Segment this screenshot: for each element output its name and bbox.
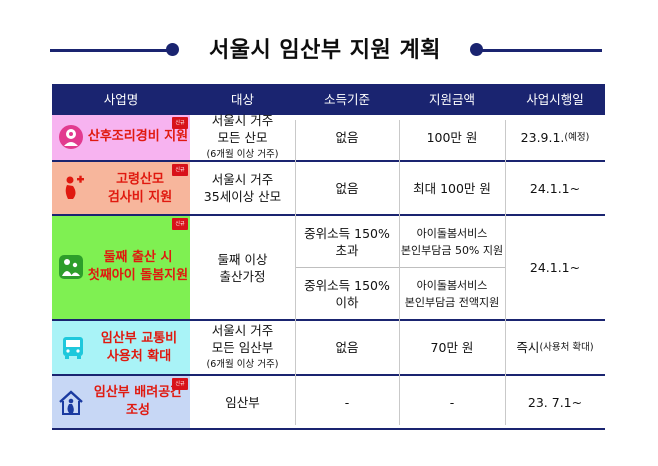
table-row-3b-income: 중위소득 150% 이하: [295, 268, 399, 319]
subrow-divider: [295, 267, 505, 268]
table-row-3a-income: 중위소득 150% 초과: [295, 216, 399, 267]
table-row-1-date: 23.9.1. (예정): [505, 115, 605, 160]
pregnant-house-icon: [59, 390, 83, 415]
program-name: 임산부 배려공간 조성: [86, 384, 190, 420]
table-row-4-amount: 70만 원: [430, 340, 474, 355]
table-row-1-income: 없음: [335, 130, 359, 145]
table-row-5-amount: -: [449, 394, 455, 410]
table-row-3a-amount: 아이돌봄서비스 본인부담금 50% 지원: [399, 216, 505, 267]
date-note: (예정): [564, 132, 590, 143]
row-divider: [52, 319, 605, 321]
title-dot-left: [166, 43, 179, 56]
table-row-3-target: 둘째 이상 출산가정: [190, 216, 295, 319]
target-line: 모든 임산부: [211, 340, 274, 355]
table-row-4-target: 서울시 거주 모든 임산부 (6개월 이상 거주): [190, 321, 295, 374]
income-line: 이하: [335, 294, 359, 310]
program-name-line: 검사비 지원: [107, 190, 173, 205]
date-value: 23.9.1.: [520, 130, 565, 145]
table-row-2-name: 고령산모 검사비 지원 신규: [52, 162, 190, 214]
table-row-4-date: 즉시 (사용처 확대): [505, 321, 605, 374]
new-badge: 신규: [172, 117, 188, 129]
table-row-3-name: 둘째 출산 시 첫째아이 돌봄지원 신규: [52, 216, 190, 319]
program-name: 임산부 교통비 사용처 확대: [88, 330, 190, 366]
target-line: 서울시 거주: [211, 172, 274, 187]
income-line: 중위소득 150%: [304, 277, 390, 293]
row-divider: [52, 428, 605, 430]
new-badge: 신규: [172, 164, 188, 176]
header-target: 대상: [190, 84, 295, 115]
table-row-4-name: 임산부 교통비 사용처 확대: [52, 321, 190, 374]
header-income: 소득기준: [295, 84, 399, 115]
pregnant-medical-icon: [65, 175, 84, 199]
target-line: 서울시 거주: [211, 323, 274, 338]
program-name-line: 사용처 확대: [106, 349, 172, 364]
income-line: 중위소득 150%: [304, 225, 390, 241]
amount-line: 본인부담금 50% 지원: [400, 243, 504, 257]
column-divider: [295, 120, 296, 425]
program-name-line: 조성: [126, 403, 150, 418]
bus-icon: [63, 337, 83, 359]
table-row-1-amount: 100만 원: [426, 130, 478, 145]
title-rule-left: [50, 49, 170, 52]
program-name-line: 임산부 교통비: [100, 331, 178, 346]
title-dot-right: [470, 43, 483, 56]
column-divider: [505, 120, 506, 425]
program-name: 둘째 출산 시 첫째아이 돌봄지원: [86, 249, 190, 285]
support-plan-table: 사업명 대상 소득기준 지원금액 사업시행일 산후조리경비 지원 신규 서울시 …: [52, 84, 605, 430]
header-start-date: 사업시행일: [505, 84, 605, 115]
mother-baby-icon: [59, 125, 83, 149]
header-program-name: 사업명: [52, 84, 190, 115]
table-row-1-target: 서울시 거주 모든 산모 (6개월 이상 거주): [190, 113, 295, 160]
target-note: (6개월 이상 거주): [206, 149, 279, 160]
program-name: 산후조리경비 지원: [87, 129, 189, 144]
table-row-2-amount: 최대 100만 원: [413, 180, 491, 196]
title-rule-right: [478, 49, 602, 52]
program-name-line: 고령산모: [116, 172, 164, 187]
column-divider: [399, 120, 400, 425]
table-row-2-target: 서울시 거주 35세이상 산모: [190, 162, 295, 214]
table-row-5-name: 임산부 배려공간 조성 신규: [52, 376, 190, 428]
program-name-line: 첫째아이 돌봄지원: [87, 268, 189, 283]
page-title: 서울시 임산부 지원 계획: [209, 38, 441, 63]
header-amount: 지원금액: [399, 84, 505, 115]
table-row-5-target: 임산부: [225, 394, 260, 410]
target-line: 출산가정: [219, 268, 266, 284]
target-line: 35세이상 산모: [203, 189, 282, 204]
row-divider: [52, 374, 605, 376]
child-care-icon: [59, 255, 83, 279]
income-line: 초과: [335, 242, 359, 258]
row-divider: [52, 214, 605, 216]
table-row-2-date: 24.1.1~: [529, 180, 581, 196]
program-name-line: 둘째 출산 시: [103, 250, 173, 265]
amount-line: 아이돌봄서비스: [416, 278, 488, 292]
new-badge: 신규: [172, 218, 188, 230]
table-row-5-date: 23. 7.1~: [527, 394, 583, 410]
table-row-5-income: -: [344, 394, 350, 410]
table-row-3b-amount: 아이돌봄서비스 본인부담금 전액지원: [399, 268, 505, 319]
table-row-4-income: 없음: [335, 340, 359, 355]
program-name-line: 임산부 배려공간: [93, 385, 183, 400]
target-line: 둘째 이상: [217, 251, 268, 267]
row-divider: [52, 160, 605, 162]
amount-line: 아이돌봄서비스: [416, 226, 488, 240]
table-row-1-name: 산후조리경비 지원 신규: [52, 115, 190, 160]
date-value: 즉시: [516, 340, 540, 355]
target-line: 서울시 거주: [211, 113, 274, 128]
table-row-2-income: 없음: [335, 180, 359, 196]
amount-line: 본인부담금 전액지원: [404, 295, 500, 309]
title-bar: 서울시 임산부 지원 계획: [0, 30, 658, 66]
target-line: 모든 산모: [217, 130, 268, 145]
program-name: 고령산모 검사비 지원: [90, 171, 190, 207]
table-row-3-date: 24.1.1~: [529, 260, 581, 275]
target-note: (6개월 이상 거주): [206, 359, 279, 370]
date-note: (사용처 확대): [539, 342, 594, 353]
new-badge: 신규: [172, 378, 188, 390]
